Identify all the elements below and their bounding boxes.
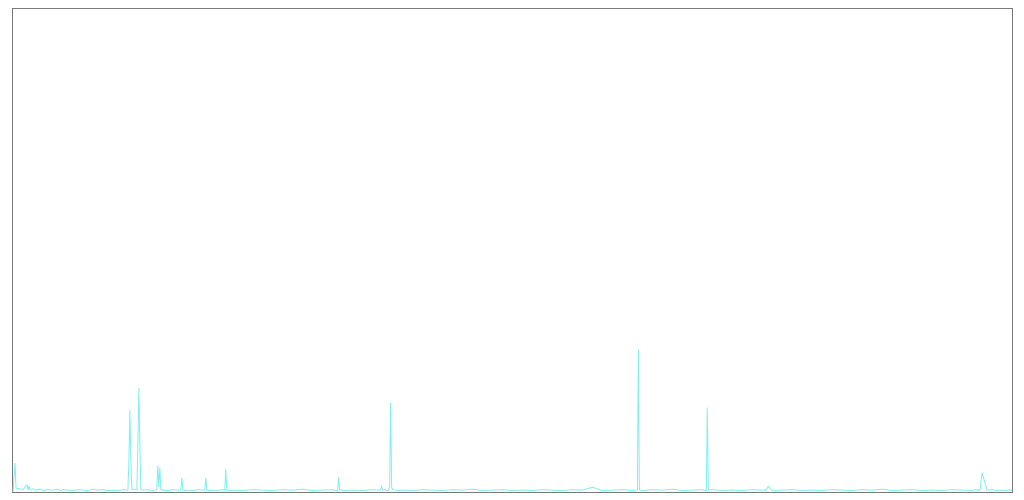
series-line-1 bbox=[12, 349, 1013, 493]
series-layer bbox=[12, 349, 1013, 493]
plot-area-frame bbox=[12, 8, 1013, 493]
